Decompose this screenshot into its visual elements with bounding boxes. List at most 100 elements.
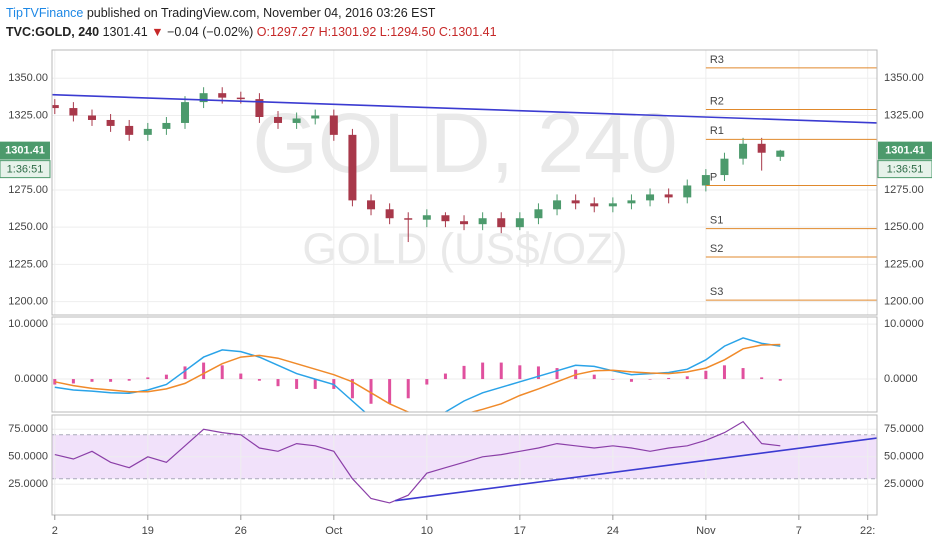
histogram-bar — [518, 365, 522, 380]
x-tick-label: 10 — [421, 525, 433, 537]
candle-body — [646, 194, 655, 201]
y-tick-label: 0.0000 — [14, 373, 48, 385]
publisher[interactable]: TipTVFinance — [6, 6, 84, 20]
watermark: GOLD, 240 — [253, 96, 678, 190]
histogram-bar — [778, 379, 782, 381]
candle-body — [106, 119, 115, 126]
header: TipTVFinance published on TradingView.co… — [6, 4, 497, 42]
candle-body — [590, 203, 599, 207]
histogram-bar — [499, 362, 503, 380]
candle-body — [199, 93, 208, 103]
candle-body — [274, 116, 283, 123]
y-tick-label: 75.0000 — [8, 423, 48, 435]
candle-body — [329, 115, 338, 135]
candle-body — [608, 203, 617, 207]
candle-body — [87, 115, 96, 120]
pivot-label: P — [710, 171, 717, 183]
histogram-bar — [741, 368, 745, 380]
last-price-box — [0, 141, 50, 160]
pivot-label: S1 — [710, 215, 723, 227]
trendline — [395, 437, 877, 502]
countdown-box — [0, 160, 51, 179]
candle-body — [497, 218, 506, 228]
y-tick-label: 1225.00 — [884, 258, 924, 270]
x-tick-label: 22: — [860, 525, 875, 537]
candle-body — [181, 102, 190, 123]
histogram-bar — [481, 362, 485, 380]
histogram-bar — [183, 366, 187, 380]
y-tick-label: 1350.00 — [8, 72, 48, 84]
macd-line — [54, 337, 781, 412]
candle-body — [441, 215, 450, 222]
histogram-bar — [239, 373, 243, 380]
candle-body — [478, 218, 487, 225]
y-tick-label: 1275.00 — [884, 184, 924, 196]
histogram-bar — [722, 365, 726, 380]
panel: GOLD, 240 GOLD (US$/OZ) R3 R2 R1 P S1 S2 S3 — [52, 50, 877, 315]
histogram-bar — [257, 379, 261, 381]
histogram-bar — [611, 379, 615, 380]
y-tick-label: 1225.00 — [8, 258, 48, 270]
histogram-bar — [704, 370, 708, 380]
candle-body — [125, 125, 134, 135]
histogram-bar — [369, 379, 373, 404]
y-tick-label: 25.0000 — [8, 478, 48, 490]
histogram-bar — [350, 379, 354, 399]
header-line-2: TVC:GOLD, 240 1301.41 ▼ −0.04 (−0.02%) O… — [6, 23, 497, 42]
trendline — [52, 93, 877, 124]
histogram-bar — [462, 365, 466, 380]
x-tick-label: 19 — [142, 525, 154, 537]
candle-body — [311, 115, 320, 119]
candle-body — [143, 128, 152, 135]
candle-body — [52, 105, 59, 109]
candle-body — [404, 218, 413, 220]
last-price-box — [878, 141, 932, 160]
y-tick-label: 1325.00 — [8, 109, 48, 121]
histogram-bar — [555, 368, 559, 380]
header-line-1: TipTVFinance published on TradingView.co… — [6, 4, 497, 23]
pivot-label: R1 — [710, 125, 724, 137]
histogram-bar — [592, 374, 596, 380]
histogram-bar — [648, 379, 652, 380]
histogram-bar — [202, 362, 206, 380]
histogram-bar — [425, 379, 429, 385]
panel-frame — [51, 49, 878, 316]
watermark: GOLD (US$/OZ) — [302, 225, 627, 274]
y-tick-label: 50.0000 — [8, 451, 48, 463]
x-tick-label: 26 — [235, 525, 247, 537]
y-tick-label: 0.0000 — [884, 373, 918, 385]
candle-body — [720, 158, 729, 176]
x-tick-label: Nov — [696, 525, 716, 537]
candle-body — [385, 209, 394, 219]
candle-body — [739, 143, 748, 159]
candle-body — [348, 134, 357, 201]
histogram-bar — [760, 377, 764, 380]
candle-body — [255, 99, 264, 117]
symbol: TVC:GOLD, 240 — [6, 25, 100, 39]
y-tick-label: 10.0000 — [884, 318, 924, 330]
pivot-label: R3 — [710, 54, 724, 66]
countdown: 1:36:51 — [7, 164, 44, 176]
panel — [52, 415, 877, 515]
x-tick-label: 2 — [52, 525, 58, 537]
panel — [52, 317, 877, 412]
high: H:1301.92 — [318, 25, 377, 39]
macd-line — [54, 343, 781, 412]
candle-body — [218, 93, 227, 98]
histogram-bar — [629, 379, 633, 382]
pivot-label: R2 — [710, 95, 724, 107]
panel-frame — [51, 414, 878, 516]
x-tick-label: 24 — [607, 525, 619, 537]
pivot-label: S3 — [710, 286, 723, 298]
y-tick-label: 1250.00 — [8, 221, 48, 233]
y-tick-label: 50.0000 — [884, 451, 924, 463]
histogram-bar — [71, 379, 75, 384]
last-price: 1301.41 — [5, 145, 45, 157]
arrow: ▼ — [151, 25, 164, 39]
histogram-bar — [53, 379, 57, 385]
candle-body — [236, 97, 245, 100]
candle-body — [683, 185, 692, 198]
last-price: 1301.41 — [885, 145, 925, 157]
